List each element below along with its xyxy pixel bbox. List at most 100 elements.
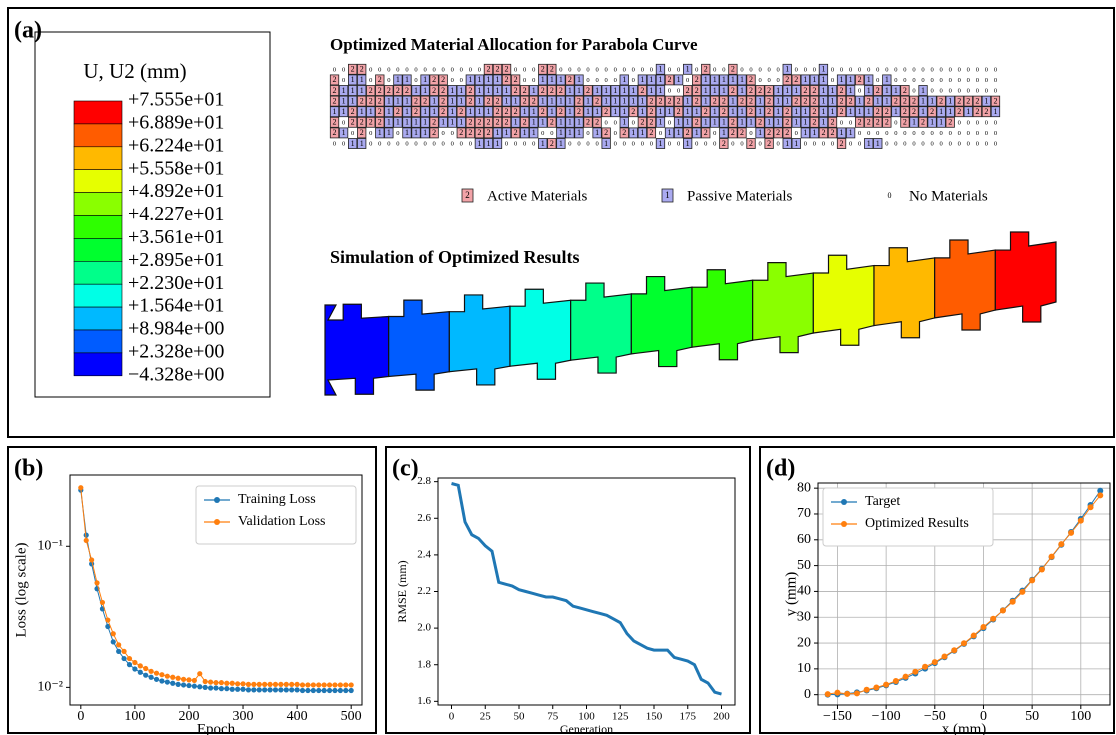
material-cell [338, 85, 349, 96]
x-tick-label: 150 [646, 711, 663, 723]
cell-value: 2 [785, 128, 789, 137]
cell-value: 2 [505, 118, 509, 127]
material-cell [900, 85, 910, 96]
data-point [235, 681, 241, 687]
cell-value: 0 [976, 140, 979, 147]
material-cell [501, 127, 512, 139]
material-cell [719, 106, 729, 118]
cell-value: 0 [976, 87, 979, 94]
data-point [990, 615, 997, 622]
cell-value: 2 [885, 118, 889, 127]
data-point [191, 677, 197, 684]
material-cell [683, 138, 693, 149]
material-cell [456, 106, 466, 118]
material-cell [764, 127, 774, 139]
material-cell [800, 106, 810, 118]
cell-value: 0 [586, 130, 589, 137]
cell-value: 1 [550, 75, 554, 84]
data-point [218, 686, 225, 692]
cell-value: 0 [695, 140, 698, 147]
cell-value: 0 [777, 140, 780, 147]
cell-value: 2 [858, 118, 862, 127]
cell-value: 1 [921, 107, 925, 116]
material-cell [501, 85, 512, 96]
sim-segment [448, 294, 511, 386]
cell-value: 0 [994, 66, 997, 73]
cell-value: 0 [740, 66, 743, 73]
material-cell [746, 95, 756, 107]
cell-value: 0 [976, 77, 979, 84]
cell-value: 0 [713, 130, 716, 137]
cell-value: 0 [550, 130, 553, 137]
cell-value: 1 [568, 107, 572, 116]
material-cell [963, 106, 973, 118]
material-cell [520, 95, 530, 107]
cell-value: 1 [686, 118, 690, 127]
material-cell [538, 116, 548, 128]
cell-value: 2 [903, 96, 907, 105]
cell-value: 1 [577, 128, 581, 137]
x-axis-label: x (mm) [942, 721, 987, 735]
material-cell [664, 127, 675, 139]
material-cell [556, 127, 566, 139]
legend-marker [841, 521, 847, 527]
material-cell [637, 127, 647, 139]
cell-value: 2 [704, 128, 708, 137]
cell-value: 2 [441, 86, 445, 95]
material-cell [773, 106, 783, 118]
cell-value: 1 [912, 118, 916, 127]
colorbar-cell [73, 123, 123, 148]
cell-value: 2 [369, 118, 373, 127]
panel-label: (b) [14, 456, 43, 482]
material-cell [420, 85, 430, 96]
material-cell [438, 85, 448, 96]
cell-value: 2 [695, 118, 699, 127]
x-tick-label: 100 [1070, 709, 1091, 724]
data-point [126, 655, 133, 662]
material-cell [864, 138, 874, 149]
cell-value: 1 [858, 96, 862, 105]
cell-value: 0 [514, 140, 517, 147]
x-tick-label: 100 [124, 709, 145, 724]
cell-value: 0 [623, 66, 626, 73]
material-cell [818, 127, 829, 139]
material-cell [773, 116, 783, 128]
material-cell [683, 106, 693, 118]
cell-value: 2 [459, 107, 463, 116]
material-cell [646, 106, 657, 118]
material-cell [375, 127, 385, 139]
cell-value: 2 [767, 139, 771, 148]
material-cell [619, 85, 629, 96]
material-cell [918, 95, 928, 107]
material-cell [465, 85, 475, 96]
cell-value: 1 [821, 96, 825, 105]
material-cell [737, 116, 747, 128]
data-point [299, 687, 306, 694]
cell-value: 2 [722, 107, 726, 116]
material-cell [683, 95, 693, 107]
cell-value: 0 [668, 66, 671, 73]
cell-value: 1 [342, 86, 346, 95]
material-cell [809, 85, 820, 96]
colorbar-cell [73, 329, 123, 354]
material-cell [474, 116, 485, 128]
material-cell [673, 127, 684, 139]
material-cell [773, 127, 783, 139]
data-point [121, 648, 127, 654]
material-cell [438, 95, 448, 107]
material-cell [737, 106, 747, 118]
material-cell [393, 74, 403, 86]
material-cell [565, 95, 575, 107]
material-cell [429, 95, 439, 107]
material-cell [855, 106, 865, 118]
cell-value: 1 [686, 65, 690, 74]
cell-value: 0 [885, 130, 888, 137]
data-point [121, 655, 127, 662]
data-point [294, 681, 300, 687]
cell-value: 0 [541, 130, 544, 137]
cell-value: 1 [532, 118, 536, 127]
material-cell [809, 95, 820, 107]
material-cell [710, 74, 720, 86]
cell-value: 0 [677, 66, 680, 73]
cell-value: 0 [595, 140, 598, 147]
